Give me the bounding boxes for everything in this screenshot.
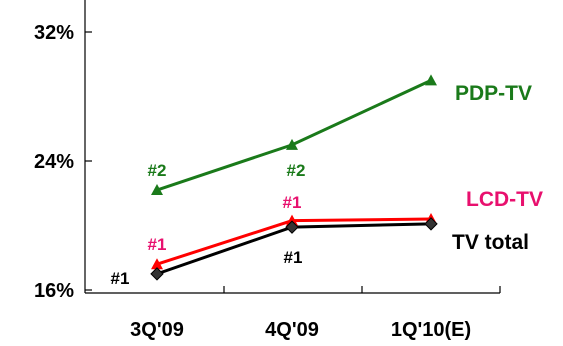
data-point: [286, 214, 298, 226]
tick-labels: 16% 24% 32% 3Q'09 4Q'09 1Q'10(E): [34, 22, 471, 341]
series-labels: PDP-TV LCD-TV TV total: [452, 82, 543, 254]
series-label-lcd-tv: LCD-TV: [466, 188, 543, 211]
series-markers: [150, 74, 438, 281]
x-tick-label: 1Q'10(E): [391, 319, 471, 341]
data-point: [150, 267, 164, 281]
rank-label: #2: [287, 161, 306, 180]
series-label-tv-total: TV total: [452, 231, 529, 254]
rank-label: #1: [284, 248, 303, 267]
rank-label: #1: [148, 235, 167, 254]
y-tick-label: 16%: [34, 280, 74, 302]
data-point: [151, 258, 163, 270]
data-point: [151, 184, 163, 196]
data-point: [425, 74, 437, 86]
rank-label: #1: [111, 269, 130, 288]
data-point: [424, 217, 438, 231]
data-point: [286, 138, 298, 150]
chart-axes: [84, 0, 501, 294]
data-point: [285, 220, 299, 234]
x-tick-label: 3Q'09: [130, 319, 184, 341]
rank-label: #1: [283, 193, 302, 212]
y-tick-label: 32%: [34, 22, 74, 44]
rank-labels: #2 #2 #1 #1 #1 #1: [111, 161, 306, 288]
rank-label: #2: [148, 161, 167, 180]
x-tick-label: 4Q'09: [265, 319, 319, 341]
series-label-pdp-tv: PDP-TV: [455, 82, 532, 105]
y-tick-label: 24%: [34, 151, 74, 173]
